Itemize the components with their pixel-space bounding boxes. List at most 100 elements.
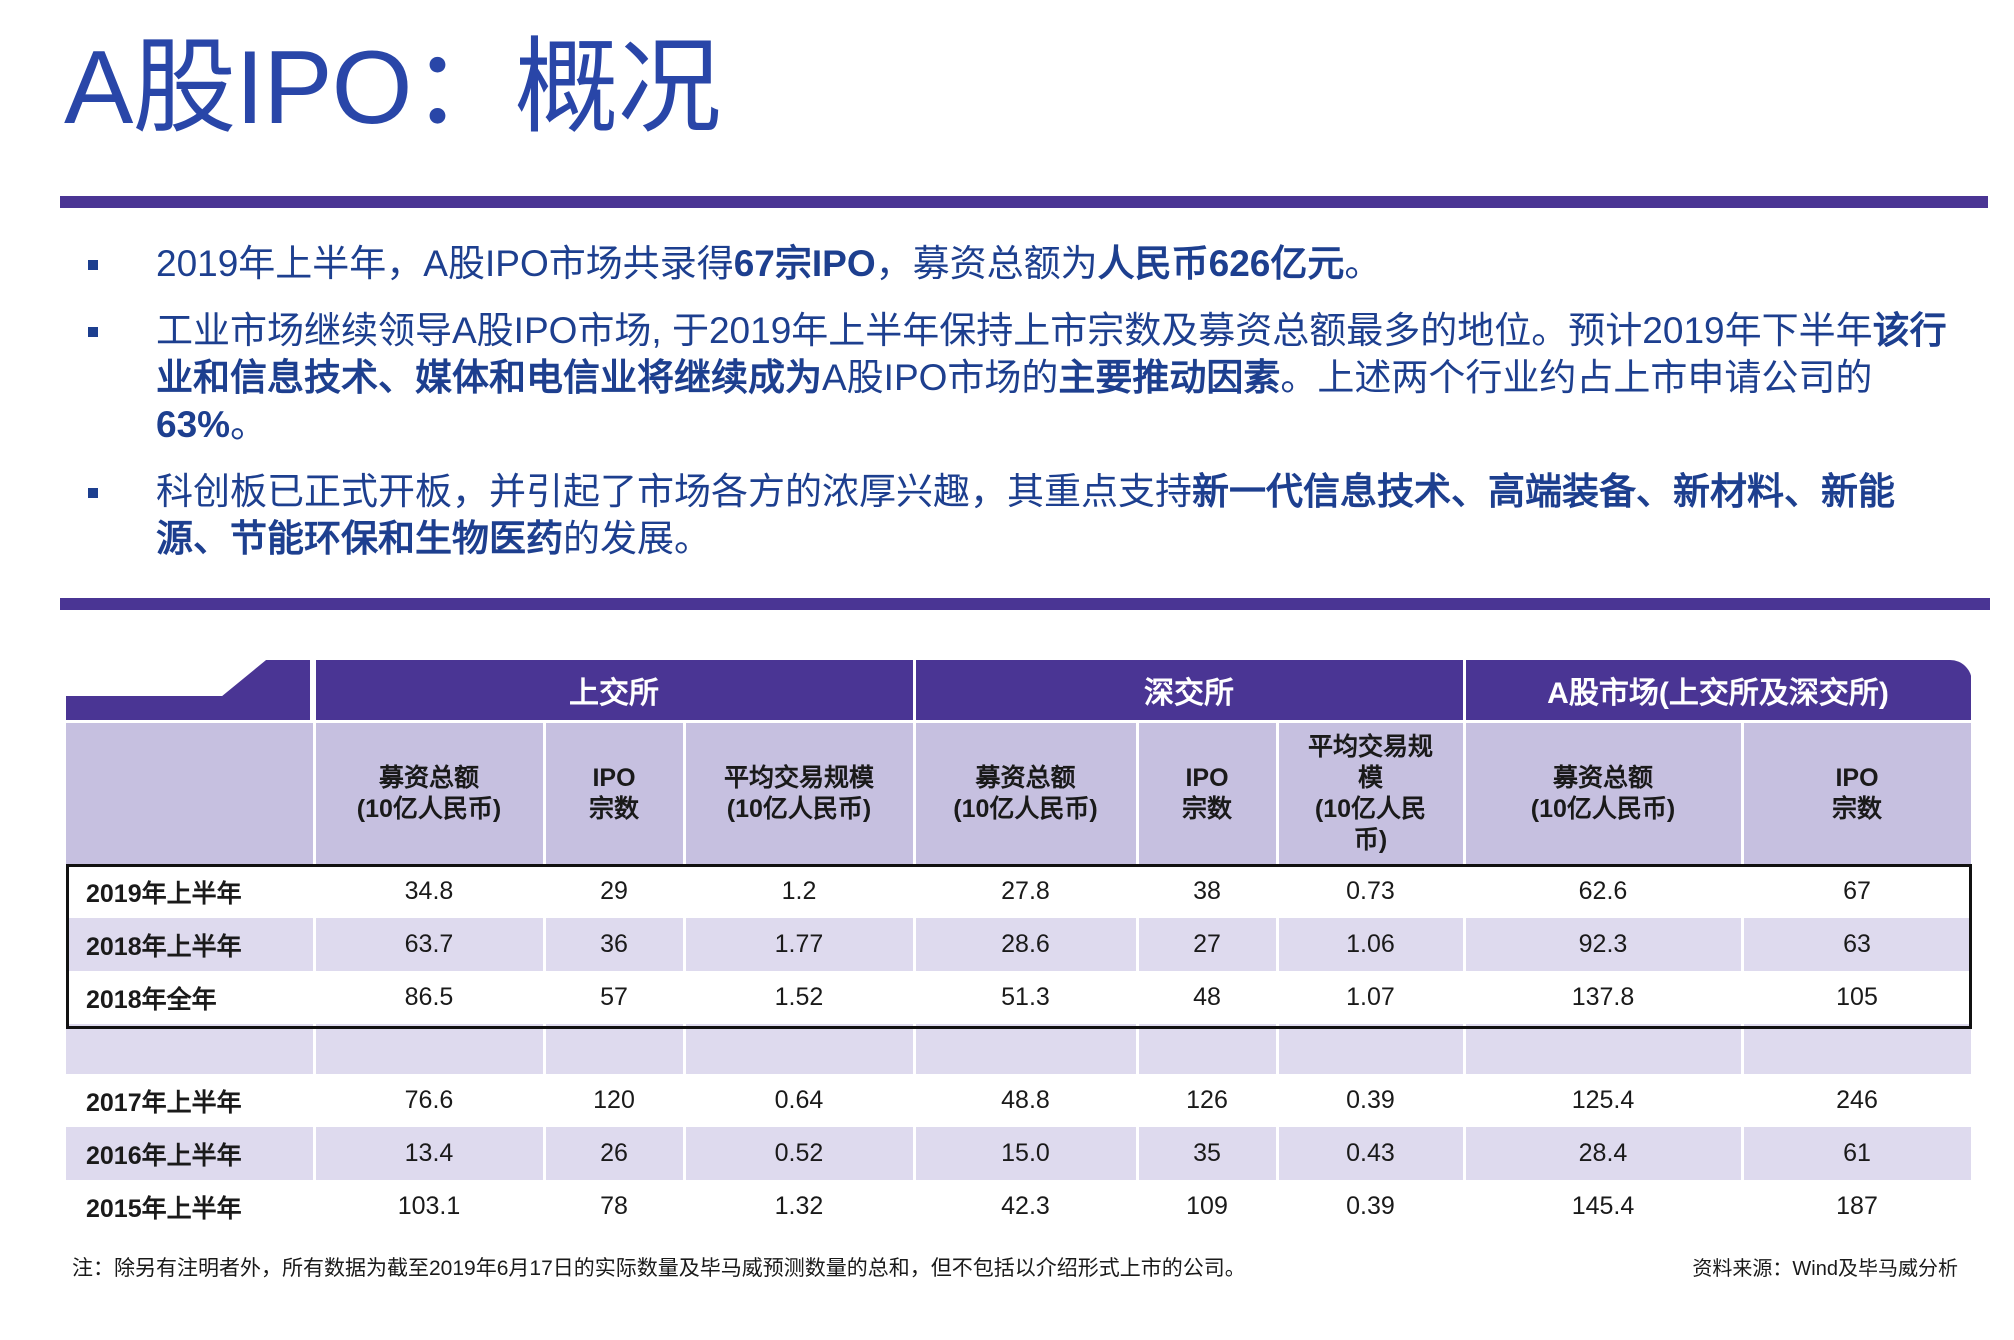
table-cell: 246 xyxy=(1742,1074,1974,1127)
table-cell: 187 xyxy=(1742,1180,1974,1233)
table-cell: 48.8 xyxy=(914,1074,1139,1127)
bullet-emphasis: 63% xyxy=(156,404,231,445)
bottom-divider xyxy=(60,598,1990,610)
row-label: 2017年上半年 xyxy=(66,1074,316,1127)
table-cell: 63 xyxy=(1742,918,1974,971)
table-cell: 126 xyxy=(1137,1074,1279,1127)
table-cell: 62.6 xyxy=(1464,865,1744,918)
bullet-list: 2019年上半年，A股IPO市场共录得67宗IPO，募资总额为人民币626亿元。… xyxy=(88,240,1968,582)
table-cell: 0.73 xyxy=(1277,865,1466,918)
table-corner xyxy=(66,660,316,722)
bullet-emphasis: 该行业和信息技术、媒体和电信业将继续成为 xyxy=(156,310,1947,398)
column-header: IPO 宗数 xyxy=(1742,720,1974,865)
table-cell: 27.8 xyxy=(914,865,1139,918)
group-header-szse: 深交所 xyxy=(914,660,1466,722)
spacer-cell xyxy=(684,1024,916,1074)
table-cell: 1.32 xyxy=(684,1180,916,1233)
bullet-text: 科创板已正式开板，并引起了市场各方的浓厚兴趣，其重点支持 xyxy=(156,471,1192,512)
row-label: 2016年上半年 xyxy=(66,1127,316,1180)
group-header-a-share: A股市场(上交所及深交所) xyxy=(1464,660,1974,722)
group-header-row: 上交所 深交所 A股市场(上交所及深交所) xyxy=(66,660,1974,722)
column-header: 募资总额 (10亿人民币) xyxy=(1464,720,1744,865)
table-cell: 76.6 xyxy=(314,1074,546,1127)
table-cell: 29 xyxy=(544,865,686,918)
spacer-cell xyxy=(1277,1024,1466,1074)
spacer-cell xyxy=(1137,1024,1279,1074)
table-cell: 0.52 xyxy=(684,1127,916,1180)
table-cell: 36 xyxy=(544,918,686,971)
table-cell: 125.4 xyxy=(1464,1074,1744,1127)
table-row: 2019年上半年 34.8 29 1.2 27.8 38 0.73 62.6 67 xyxy=(66,865,1974,918)
column-header: 平均交易规 模 (10亿人民 币) xyxy=(1277,720,1466,865)
column-header: 平均交易规模 (10亿人民币) xyxy=(684,720,916,865)
column-header-blank xyxy=(66,720,316,865)
bullet-square-icon xyxy=(88,260,98,270)
table-cell: 1.2 xyxy=(684,865,916,918)
table-cell: 34.8 xyxy=(314,865,546,918)
table-cell: 67 xyxy=(1742,865,1974,918)
bullet-emphasis: 67宗IPO xyxy=(733,243,876,284)
bullet-square-icon xyxy=(88,327,98,337)
bullet-text: 的发展。 xyxy=(563,518,711,559)
table-row: 2016年上半年 13.4 26 0.52 15.0 35 0.43 28.4 61 xyxy=(66,1127,1974,1180)
spacer-cell xyxy=(544,1024,686,1074)
bullet-text: A股IPO市场的 xyxy=(822,357,1059,398)
row-label: 2018年全年 xyxy=(66,971,316,1024)
table-row: 2018年全年 86.5 57 1.52 51.3 48 1.07 137.8 105 xyxy=(66,971,1974,1024)
table-cell: 48 xyxy=(1137,971,1279,1024)
spacer-cell xyxy=(66,1024,316,1074)
bullet-text: 2019年上半年，A股IPO市场共录得 xyxy=(156,243,734,284)
table-row: 2017年上半年 76.6 120 0.64 48.8 126 0.39 125.4 246 xyxy=(66,1074,1974,1127)
bullet-square-icon xyxy=(88,488,98,498)
table-cell: 103.1 xyxy=(314,1180,546,1233)
column-header: 募资总额 (10亿人民币) xyxy=(314,720,546,865)
top-divider xyxy=(60,196,1988,208)
spacer-cell xyxy=(1742,1024,1974,1074)
table-cell: 145.4 xyxy=(1464,1180,1744,1233)
table-cell: 26 xyxy=(544,1127,686,1180)
table-cell: 105 xyxy=(1742,971,1974,1024)
table-cell: 1.52 xyxy=(684,971,916,1024)
table-cell: 78 xyxy=(544,1180,686,1233)
table-cell: 1.06 xyxy=(1277,918,1466,971)
row-label: 2019年上半年 xyxy=(66,865,316,918)
table-cell: 1.77 xyxy=(684,918,916,971)
bullet-item: 工业市场继续领导A股IPO市场, 于2019年上半年保持上市宗数及募资总额最多的… xyxy=(88,307,1968,448)
table-cell: 38 xyxy=(1137,865,1279,918)
spacer-cell xyxy=(1464,1024,1744,1074)
bullet-item: 科创板已正式开板，并引起了市场各方的浓厚兴趣，其重点支持新一代信息技术、高端装备… xyxy=(88,468,1968,562)
table-row: 2018年上半年 63.7 36 1.77 28.6 27 1.06 92.3 63 xyxy=(66,918,1974,971)
table-cell: 1.07 xyxy=(1277,971,1466,1024)
row-label: 2018年上半年 xyxy=(66,918,316,971)
row-label: 2015年上半年 xyxy=(66,1180,316,1233)
table-cell: 63.7 xyxy=(314,918,546,971)
table-cell: 86.5 xyxy=(314,971,546,1024)
column-header: IPO 宗数 xyxy=(544,720,686,865)
table-spacer-row xyxy=(66,1024,1974,1074)
column-header-row: 募资总额 (10亿人民币) IPO 宗数 平均交易规模 (10亿人民币) 募资总额 (… xyxy=(66,720,1974,865)
table-cell: 35 xyxy=(1137,1127,1279,1180)
table-cell: 28.6 xyxy=(914,918,1139,971)
bullet-text: 工业市场继续领导A股IPO市场, 于2019年上半年保持上市宗数及募资总额最多的… xyxy=(156,310,1873,351)
source-note: 资料来源：Wind及毕马威分析 xyxy=(1692,1258,1958,1280)
table-cell: 0.64 xyxy=(684,1074,916,1127)
table-cell: 42.3 xyxy=(914,1180,1139,1233)
table-cell: 15.0 xyxy=(914,1127,1139,1180)
table-cell: 57 xyxy=(544,971,686,1024)
table-cell: 0.43 xyxy=(1277,1127,1466,1180)
table-cell: 109 xyxy=(1137,1180,1279,1233)
column-header: 募资总额 (10亿人民币) xyxy=(914,720,1139,865)
bullet-emphasis: 人民币626亿元 xyxy=(1097,243,1345,284)
page-title: A股IPO：概况 xyxy=(64,30,722,146)
table-cell: 13.4 xyxy=(314,1127,546,1180)
table-cell: 27 xyxy=(1137,918,1279,971)
table-row: 2015年上半年 103.1 78 1.32 42.3 109 0.39 145.4 187 xyxy=(66,1180,1974,1233)
bullet-text: ，募资总额为 xyxy=(875,243,1098,284)
table-cell: 51.3 xyxy=(914,971,1139,1024)
group-header-sse: 上交所 xyxy=(314,660,916,722)
bullet-text: 。 xyxy=(230,404,268,445)
table-cell: 0.39 xyxy=(1277,1074,1466,1127)
table-cell: 0.39 xyxy=(1277,1180,1466,1233)
table-cell: 28.4 xyxy=(1464,1127,1744,1180)
bullet-text: 。上述两个行业约占上市申请公司的 xyxy=(1280,357,1873,398)
